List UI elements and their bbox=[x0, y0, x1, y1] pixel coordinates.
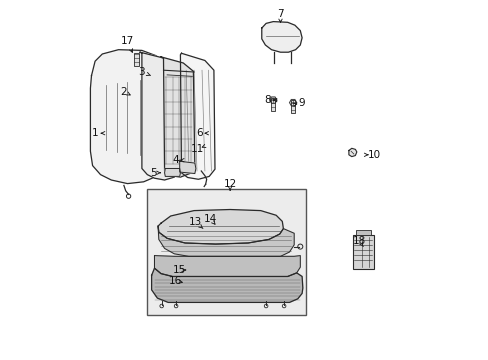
Polygon shape bbox=[179, 161, 196, 174]
Text: 5: 5 bbox=[150, 168, 157, 178]
Bar bbox=[355, 230, 370, 235]
Text: 18: 18 bbox=[352, 236, 366, 246]
Text: 15: 15 bbox=[172, 265, 185, 275]
Text: 7: 7 bbox=[277, 9, 283, 19]
Text: 6: 6 bbox=[196, 128, 203, 138]
Text: 13: 13 bbox=[189, 217, 202, 228]
Text: 8: 8 bbox=[264, 95, 271, 105]
Polygon shape bbox=[154, 256, 300, 276]
Polygon shape bbox=[180, 53, 215, 179]
Text: 2: 2 bbox=[121, 87, 127, 97]
Bar bbox=[134, 53, 139, 66]
Text: 4: 4 bbox=[172, 155, 179, 165]
Polygon shape bbox=[261, 22, 302, 52]
Bar bbox=[270, 98, 275, 111]
Bar bbox=[290, 100, 295, 113]
Polygon shape bbox=[158, 210, 283, 244]
Text: 1: 1 bbox=[92, 128, 98, 138]
Polygon shape bbox=[90, 50, 162, 184]
Text: 16: 16 bbox=[168, 276, 182, 286]
Polygon shape bbox=[348, 148, 356, 157]
Polygon shape bbox=[269, 97, 276, 103]
Polygon shape bbox=[161, 57, 194, 177]
Text: 12: 12 bbox=[223, 179, 236, 189]
Polygon shape bbox=[140, 52, 179, 180]
Text: 3: 3 bbox=[138, 67, 145, 77]
Text: 17: 17 bbox=[121, 36, 134, 46]
Text: 9: 9 bbox=[298, 98, 305, 108]
Polygon shape bbox=[151, 268, 302, 302]
Polygon shape bbox=[158, 226, 294, 256]
Polygon shape bbox=[289, 99, 296, 106]
Bar bbox=[147, 189, 305, 315]
Text: 11: 11 bbox=[190, 144, 203, 154]
Text: 10: 10 bbox=[367, 150, 380, 160]
Bar bbox=[352, 235, 373, 269]
Polygon shape bbox=[164, 168, 180, 176]
Text: 14: 14 bbox=[203, 214, 217, 224]
